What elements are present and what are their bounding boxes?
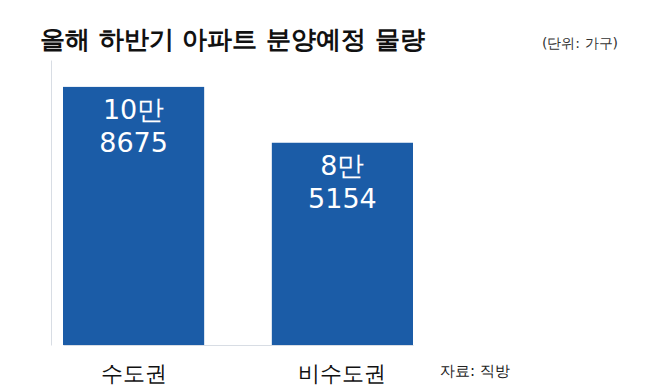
data-label-line: 10만 xyxy=(103,94,164,125)
x-tick: 수도권 xyxy=(101,345,167,386)
data-label: 8만5154 xyxy=(308,150,377,214)
x-axis-line xyxy=(64,345,414,346)
chart: 올해 하반기 아파트 분양예정 물량 (단위: 가구) 수도권 비수도권 10만8675… xyxy=(0,0,658,388)
data-label: 10만8675 xyxy=(99,94,168,158)
bars xyxy=(63,87,413,345)
title: 올해 하반기 아파트 분양예정 물량 xyxy=(40,25,425,54)
y-axis xyxy=(51,61,52,346)
bar xyxy=(63,87,204,345)
x-tick-label: 비수도권 xyxy=(298,361,386,386)
x-tick-label: 수도권 xyxy=(101,361,167,386)
x-tick: 비수도권 xyxy=(298,345,386,386)
data-labels: 10만8675 8만5154 xyxy=(99,94,377,214)
bar xyxy=(272,143,413,345)
subtitle: (단위: 가구) xyxy=(542,35,618,51)
source: 자료: 직방 xyxy=(440,362,510,380)
x-axis: 수도권 비수도권 xyxy=(64,345,414,386)
data-label-line: 8만 xyxy=(320,150,364,181)
data-label-line: 8675 xyxy=(99,127,168,158)
data-label-line: 5154 xyxy=(308,183,377,214)
y-axis-line xyxy=(51,61,52,346)
